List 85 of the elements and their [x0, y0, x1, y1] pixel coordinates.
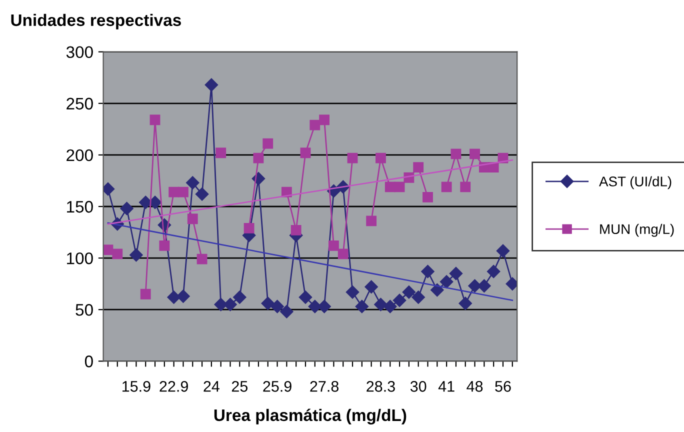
point	[355, 300, 369, 314]
x-tick-label: 24	[204, 381, 220, 392]
point	[262, 138, 274, 149]
point	[140, 288, 151, 300]
point	[290, 225, 302, 236]
point	[328, 240, 339, 251]
point	[186, 176, 200, 190]
point	[506, 277, 518, 290]
point	[167, 290, 180, 304]
point	[364, 280, 378, 294]
x-tick-label: 56	[495, 381, 511, 392]
point	[346, 285, 360, 299]
point	[376, 152, 386, 164]
x-tick-label: 28.3	[366, 381, 395, 392]
point	[216, 148, 226, 158]
point	[168, 186, 180, 198]
point	[421, 264, 434, 278]
point	[384, 182, 396, 192]
x-tick-label: 25.9	[263, 381, 292, 392]
legend-label: MUN (mg/L)	[600, 224, 674, 237]
x-tick-label: 30	[410, 381, 426, 392]
point	[496, 244, 510, 258]
point	[394, 182, 405, 192]
x-tick-label: 15.9	[122, 381, 150, 392]
point	[130, 248, 143, 262]
point	[478, 279, 491, 292]
point	[103, 182, 115, 196]
y-tick-label: 300	[66, 46, 93, 58]
x-axis-title: Urea plasmática (mg/dL)	[214, 408, 406, 424]
y-tick-label: 250	[66, 98, 93, 110]
point	[150, 114, 160, 126]
point	[460, 182, 471, 192]
point	[347, 152, 358, 164]
point	[366, 216, 377, 226]
point	[270, 300, 284, 314]
point	[412, 290, 425, 304]
point	[440, 275, 454, 288]
point	[280, 305, 294, 318]
point	[261, 296, 274, 310]
y-tick-label: 100	[67, 252, 93, 264]
point	[392, 294, 406, 307]
point	[318, 300, 331, 314]
x-tick-label: 22.9	[160, 381, 188, 392]
point	[159, 240, 170, 251]
point	[441, 182, 452, 192]
point	[470, 148, 480, 160]
point	[112, 248, 123, 260]
point	[195, 188, 209, 201]
point	[449, 266, 463, 280]
point	[253, 152, 264, 164]
y-tick-label: 50	[76, 304, 93, 316]
y-axis-title: Unidades respectivas	[11, 14, 181, 30]
y-tick-label: 150	[67, 200, 93, 213]
point	[450, 148, 462, 160]
point	[187, 214, 198, 224]
point	[468, 279, 482, 292]
point	[300, 148, 311, 158]
point	[204, 78, 218, 92]
point	[120, 202, 134, 216]
point	[298, 290, 312, 304]
point	[338, 248, 348, 260]
x-tick-label: 25	[232, 381, 248, 392]
point	[319, 114, 330, 126]
point	[233, 290, 246, 304]
point	[402, 285, 416, 299]
point	[413, 162, 424, 173]
point	[214, 298, 228, 312]
x-tick-label: 27.8	[310, 381, 339, 392]
point	[430, 283, 444, 297]
point	[178, 186, 188, 198]
y-tick-label: 0	[84, 356, 93, 368]
legend-label: AST (UI/dL)	[599, 176, 672, 190]
point	[310, 120, 320, 130]
point	[176, 290, 190, 303]
point	[374, 298, 388, 312]
point	[458, 296, 472, 310]
point	[244, 222, 254, 234]
x-tick-label: 48	[466, 381, 483, 392]
x-tick-label: 41	[438, 381, 454, 392]
point	[224, 298, 237, 312]
point	[487, 264, 500, 278]
point	[384, 300, 397, 314]
y-tick-label: 200	[66, 149, 93, 162]
point	[422, 192, 433, 202]
point	[196, 254, 208, 264]
